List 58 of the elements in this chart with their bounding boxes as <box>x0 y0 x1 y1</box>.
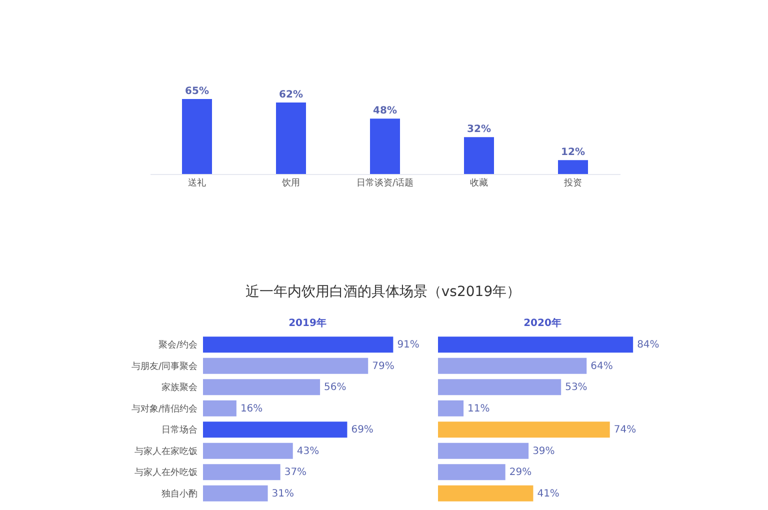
y-tick-label: 与对象/情侣约会 <box>131 403 198 414</box>
bar <box>438 358 587 374</box>
y-tick-label: 独自小酌 <box>162 488 198 500</box>
chart-title: 近一年内饮用白酒的具体场景（vs2019年） <box>244 283 522 301</box>
data-label: 64% <box>590 360 613 372</box>
data-label: 56% <box>324 382 346 394</box>
bar <box>203 442 293 459</box>
data-label: 31% <box>272 488 294 500</box>
bar <box>438 400 464 416</box>
data-label: 41% <box>537 488 560 500</box>
bar <box>370 118 400 174</box>
data-label: 84% <box>637 340 660 351</box>
bar <box>276 102 306 174</box>
data-label: 32% <box>467 124 491 136</box>
bar <box>438 442 529 459</box>
data-label: 37% <box>284 467 307 478</box>
bar <box>182 99 212 174</box>
y-tick-label: 与朋友/同事聚会 <box>131 360 198 372</box>
data-label: 12% <box>561 147 585 158</box>
bar <box>464 137 494 174</box>
bar <box>203 485 268 502</box>
y-tick-label: 聚会/约会 <box>158 340 198 351</box>
bar <box>203 400 236 416</box>
data-label: 69% <box>351 424 374 436</box>
data-label: 39% <box>532 446 555 457</box>
bar <box>438 379 562 396</box>
y-tick-label: 日常场合 <box>162 424 198 436</box>
bar <box>438 485 534 502</box>
data-label: 11% <box>468 403 490 414</box>
data-label: 48% <box>373 106 397 117</box>
x-tick-label: 日常谈资/话题 <box>356 178 414 188</box>
data-label: 16% <box>240 403 263 414</box>
bar <box>203 422 348 438</box>
data-label: 62% <box>279 89 303 100</box>
bar <box>558 160 588 174</box>
chart-title: 2020年 <box>524 317 562 329</box>
bar <box>438 464 506 480</box>
bar <box>203 464 280 480</box>
bar <box>438 422 610 438</box>
data-label: 29% <box>509 467 532 478</box>
bar <box>203 358 368 374</box>
bar <box>438 336 634 353</box>
data-label: 74% <box>614 424 636 436</box>
data-label: 79% <box>372 360 394 372</box>
data-label: 91% <box>397 340 420 351</box>
y-tick-label: 与家人在外吃饭 <box>134 467 198 478</box>
data-label: 53% <box>565 382 588 394</box>
chart-subtitle: 2019年 <box>288 317 326 329</box>
x-tick-label: 投资 <box>563 178 582 188</box>
x-tick-label: 送礼 <box>188 178 206 188</box>
data-label: 65% <box>185 86 209 97</box>
y-tick-label: 家族聚会 <box>162 382 198 394</box>
x-tick-label: 收藏 <box>470 178 488 188</box>
bar <box>203 336 394 353</box>
x-tick-label: 饮用 <box>281 178 300 188</box>
data-label: 43% <box>296 446 320 457</box>
bar <box>203 379 320 396</box>
y-tick-label: 与家人在家吃饭 <box>134 446 198 457</box>
